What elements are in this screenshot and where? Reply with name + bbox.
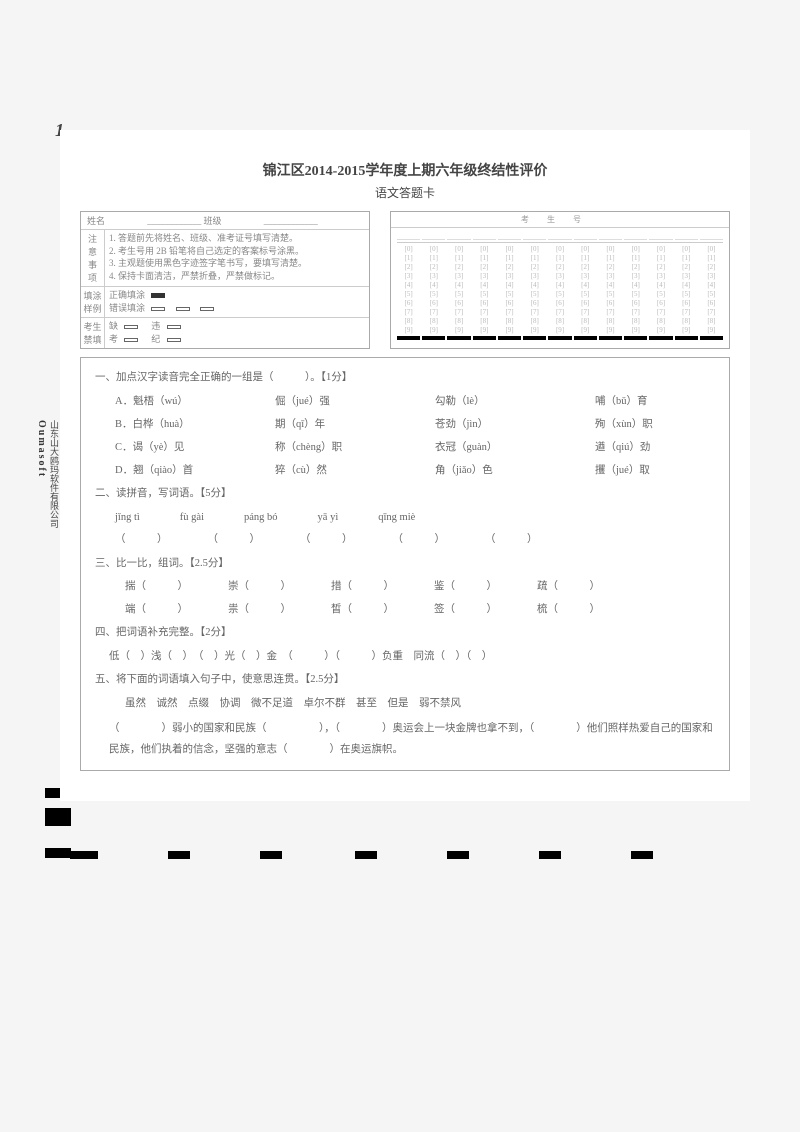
side-mark-2 bbox=[45, 808, 71, 826]
notice-line: 4. 保持卡面清洁，严禁折叠，严禁做标记。 bbox=[109, 270, 365, 283]
q5-paragraph: （ ）弱小的国家和民族（ ），（ ）奥运会上一块金牌也拿不到，（ ）他们照样热爱… bbox=[109, 718, 715, 760]
notice-line: 3. 主观题使用黑色字迹签字笔书写，要填写清楚。 bbox=[109, 257, 365, 270]
q1-option-a: A．魁梧（wú）倔（jué）强 勾勒（lè）哺（bǔ）育 bbox=[115, 392, 715, 412]
notice-line: 2. 考生号用 2B 铅笔将自己选定的客案标号涂黑。 bbox=[109, 245, 365, 258]
timing-marks-bottom bbox=[70, 850, 730, 860]
q3-row1: 揣（ ）崇（ ） 措（ ）鉴（ ） 疏（ ） bbox=[125, 577, 715, 597]
q4-blanks: 低（ ）浅（ ） （ ）光（ ）金 （ ）（ ）负重 同流（ ）（ ） bbox=[109, 647, 715, 667]
page-title: 锦江区2014-2015学年度上期六年级终结性评价 bbox=[80, 160, 730, 180]
q2-blanks: （ ）（ ）（ ）（ ）（ ） bbox=[115, 530, 715, 550]
side-brand: Oumasoft bbox=[36, 420, 47, 478]
wrong-fill-label: 错误填涂 bbox=[109, 303, 145, 313]
question-area: 一、加点汉字读音完全正确的一组是（ ）。【1分】 A．魁梧（wú）倔（jué）强… bbox=[80, 357, 730, 771]
q3-stem: 三、比一比，组词。【2.5分】 bbox=[95, 554, 715, 574]
q1-stem: 一、加点汉字读音完全正确的一组是（ ）。【1分】 bbox=[95, 368, 715, 388]
q5-wordbank: 虽然 诚然 点缀 协调 微不足道 卓尔不群 甚至 但是 弱不禁风 bbox=[125, 694, 715, 714]
q3-row2: 端（ ）祟（ ） 皙（ ）签（ ） 梳（ ） bbox=[125, 600, 715, 620]
correct-fill-label: 正确填涂 bbox=[109, 290, 145, 300]
q1-option-c: C．谒（yè）见称（chèng）职 衣冠（guàn）遒（qiú）劲 bbox=[115, 438, 715, 458]
class-label: 班级 bbox=[204, 216, 222, 226]
notice-label: 注意事项 bbox=[81, 230, 105, 286]
q2-stem: 二、读拼音，写词语。【5分】 bbox=[95, 484, 715, 504]
answer-sheet: 锦江区2014-2015学年度上期六年级终结性评价 语文答题卡 姓名 _____… bbox=[60, 130, 750, 801]
q1-option-b: B．白桦（huà）期（qī）年 苍劲（jìn）殉（xùn）职 bbox=[115, 415, 715, 435]
side-mark-3 bbox=[45, 848, 71, 858]
q2-pinyin: jǐng tìfù gài páng bóyā yì qīng miè bbox=[115, 508, 715, 528]
page-subtitle: 语文答题卡 bbox=[80, 184, 730, 201]
q5-stem: 五、将下面的词语填入句子中，使意思连贯。【2.5分】 bbox=[95, 670, 715, 690]
exam-number-header: 考生号 bbox=[391, 212, 729, 228]
q1-option-d: D．翘（qiào）首猝（cù）然 角（jiǎo）色攫（jué）取 bbox=[115, 461, 715, 481]
candidate-info-box: 姓名 ____________ 班级 ____________ 注意事项 1. … bbox=[80, 211, 370, 349]
notice-line: 1. 答题前先将姓名、班级、准考证号填写清楚。 bbox=[109, 232, 365, 245]
exam-number-grid: 考生号 [0][0][0][0][0][0][0][0][0][0][0][0]… bbox=[390, 211, 730, 349]
name-label: 姓名 bbox=[87, 216, 105, 226]
q4-stem: 四、把词语补充完整。【2分】 bbox=[95, 623, 715, 643]
exam-status-label: 考生禁填 bbox=[81, 318, 105, 348]
fill-sample-label: 填涂样例 bbox=[81, 287, 105, 317]
